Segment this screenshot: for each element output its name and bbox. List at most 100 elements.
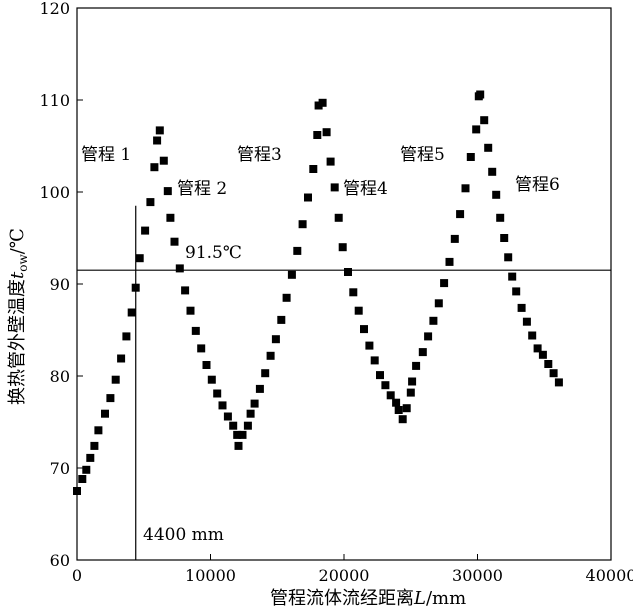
data-point [318, 98, 327, 107]
data-point [207, 375, 216, 384]
x-tick-label: 30000 [452, 566, 503, 585]
data-point [229, 421, 238, 430]
data-point [243, 421, 252, 430]
data-point [480, 116, 489, 125]
data-point [122, 332, 131, 341]
data-point [394, 406, 403, 414]
data-point [271, 335, 280, 344]
data-point [344, 268, 352, 276]
data-point [461, 184, 470, 193]
y-axis-title: 换热管外壁温度tow/℃ [7, 228, 30, 405]
data-point [512, 287, 521, 296]
data-point [159, 156, 168, 165]
data-point [322, 128, 331, 137]
data-point [313, 131, 322, 139]
data-point [255, 384, 264, 393]
data-point [554, 378, 563, 387]
data-point [440, 279, 449, 288]
data-point [360, 325, 368, 334]
data-point [86, 453, 95, 462]
data-point [370, 356, 379, 365]
data-point [73, 487, 81, 495]
data-point [213, 389, 222, 398]
data-point [218, 401, 227, 410]
y-tick-label: 110 [39, 91, 70, 110]
data-series [73, 90, 563, 495]
data-point [146, 198, 155, 207]
data-point [500, 234, 509, 242]
x-tick-label: 0 [72, 566, 82, 585]
data-point [354, 306, 363, 315]
data-point [376, 371, 384, 380]
data-point [304, 193, 312, 202]
data-point [153, 136, 162, 145]
x-tick-label: 10000 [185, 566, 236, 585]
data-point [117, 354, 126, 363]
data-point [78, 475, 87, 483]
data-point [365, 341, 374, 350]
data-point [94, 426, 103, 435]
data-point [326, 157, 335, 166]
data-point [406, 388, 415, 397]
data-point [163, 187, 172, 196]
data-point [522, 317, 531, 326]
data-point [250, 399, 259, 408]
data-point [261, 369, 270, 378]
data-point [528, 331, 537, 340]
data-point [484, 143, 493, 152]
y-tick-label: 80 [50, 367, 70, 386]
data-point [533, 344, 542, 353]
data-point [234, 441, 243, 450]
data-point [381, 381, 390, 390]
data-point [191, 326, 200, 335]
data-point [111, 375, 120, 384]
data-point [238, 430, 247, 439]
data-point [298, 220, 307, 229]
data-point [246, 409, 255, 418]
pass-label-5: 管程5 [400, 145, 445, 165]
data-point [466, 153, 475, 161]
data-point [287, 270, 296, 279]
data-point [82, 465, 91, 474]
x-tick-label: 40000 [586, 566, 633, 585]
data-point [135, 254, 144, 263]
data-point [170, 237, 179, 246]
data-point [544, 360, 553, 368]
data-point [223, 412, 232, 421]
data-point [141, 226, 150, 235]
data-point [429, 316, 438, 325]
data-point [330, 183, 339, 192]
data-point [334, 213, 343, 222]
pass-label-3: 管程3 [237, 145, 282, 165]
data-point [472, 125, 481, 134]
data-point [309, 165, 318, 173]
ref-line-label: 91.5℃ [185, 243, 242, 263]
data-point [277, 315, 286, 324]
plot-frame [76, 7, 612, 561]
data-point [456, 210, 465, 219]
data-point [398, 415, 407, 424]
axis-ticks: 0 10000 20000 30000 40000 60 70 80 90 100 110 120 [39, 0, 633, 585]
marker-line-label: 4400 mm [143, 525, 224, 545]
data-point [349, 288, 358, 297]
data-point [402, 404, 411, 413]
data-point [517, 303, 526, 312]
data-point [166, 213, 175, 222]
y-tick-label: 100 [39, 183, 70, 202]
data-point [181, 286, 190, 295]
data-point [434, 299, 443, 308]
data-point [488, 167, 497, 176]
data-point [90, 441, 99, 450]
pass-label-1: 管程 1 [81, 145, 131, 165]
data-point [508, 272, 517, 281]
data-point [175, 264, 184, 273]
data-point [504, 253, 513, 262]
data-point [197, 344, 206, 353]
data-point [476, 90, 485, 99]
y-tick-label: 70 [50, 459, 70, 478]
data-point [450, 234, 459, 243]
data-point [418, 348, 427, 357]
data-point [202, 361, 211, 369]
y-tick-label: 60 [50, 551, 70, 570]
